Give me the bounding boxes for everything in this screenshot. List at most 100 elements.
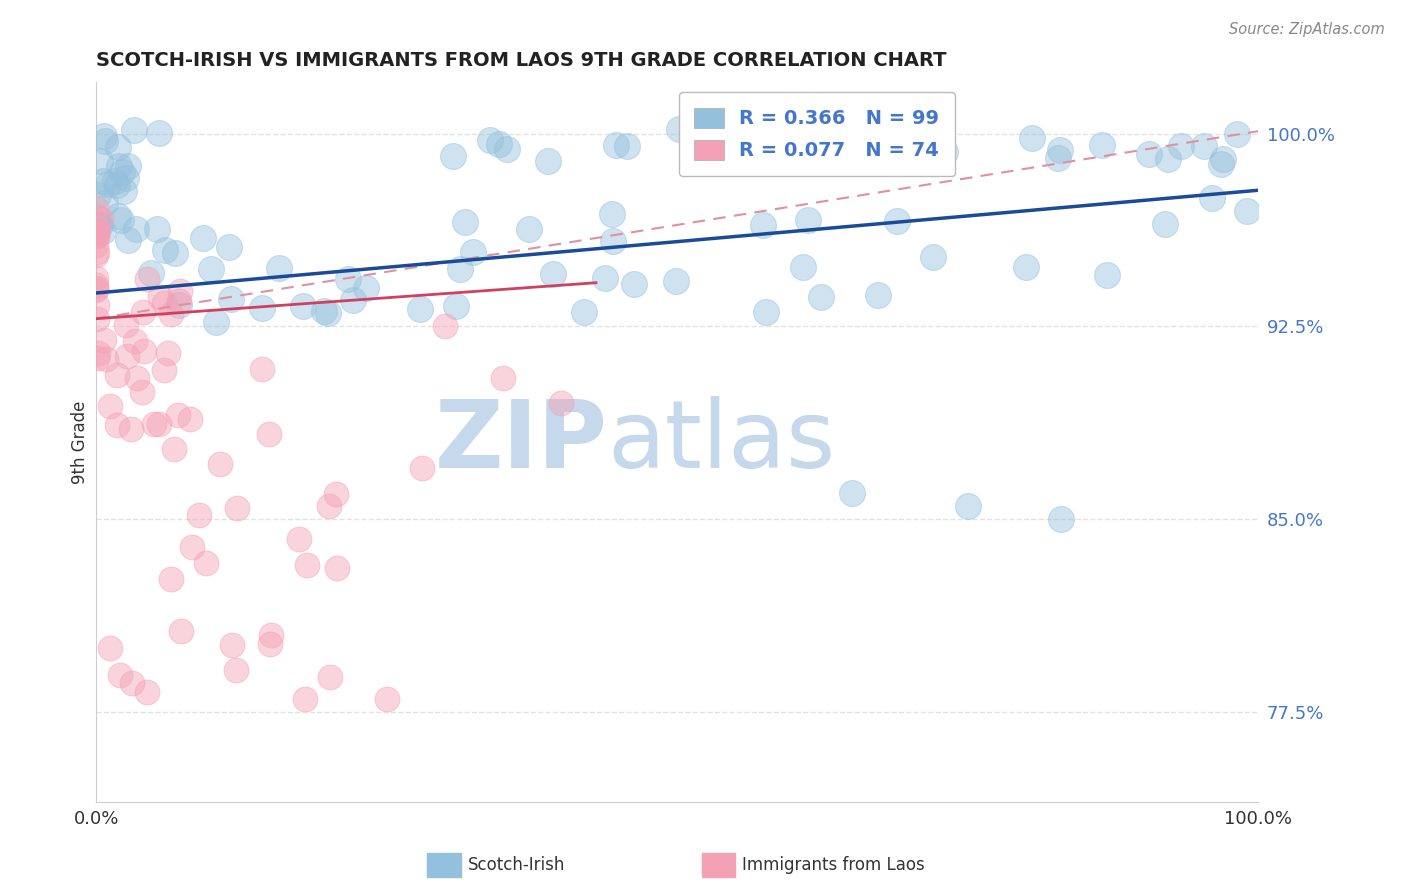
Point xyxy=(86,298,108,312)
Point xyxy=(153,363,176,377)
Point xyxy=(93,128,115,143)
Point xyxy=(294,691,316,706)
Point xyxy=(121,676,143,690)
Point xyxy=(890,132,912,146)
Text: SCOTCH-IRISH VS IMMIGRANTS FROM LAOS 9TH GRADE CORRELATION CHART: SCOTCH-IRISH VS IMMIGRANTS FROM LAOS 9TH… xyxy=(96,51,946,70)
Point xyxy=(86,224,108,238)
Point xyxy=(922,250,945,264)
Point xyxy=(110,213,132,227)
Point xyxy=(187,508,209,522)
Point xyxy=(1137,147,1160,161)
Point xyxy=(444,299,467,313)
Point xyxy=(125,371,148,385)
Point xyxy=(110,165,132,179)
Point xyxy=(86,210,108,224)
Point xyxy=(117,349,139,363)
Point xyxy=(97,178,120,192)
Point xyxy=(868,288,890,302)
Point xyxy=(755,305,778,319)
Point xyxy=(623,277,645,291)
Point xyxy=(115,318,138,333)
Point xyxy=(181,540,204,554)
Point xyxy=(925,148,948,162)
Point xyxy=(125,221,148,235)
Point xyxy=(86,228,108,243)
Point xyxy=(87,218,110,232)
Point xyxy=(160,572,183,586)
Text: atlas: atlas xyxy=(607,396,835,488)
Text: Source: ZipAtlas.com: Source: ZipAtlas.com xyxy=(1229,22,1385,37)
Point xyxy=(1047,151,1070,165)
Point xyxy=(132,344,155,359)
Point xyxy=(84,270,107,285)
Point xyxy=(159,307,181,321)
Point xyxy=(841,486,863,500)
Point xyxy=(107,209,129,223)
Point xyxy=(142,417,165,432)
Text: Immigrants from Laos: Immigrants from Laos xyxy=(742,856,925,874)
Point xyxy=(832,136,855,150)
Point xyxy=(602,207,624,221)
Point xyxy=(86,311,108,326)
Point xyxy=(797,213,820,227)
Point xyxy=(219,292,242,306)
Point xyxy=(1209,156,1232,170)
Point xyxy=(148,126,170,140)
Point xyxy=(354,281,377,295)
Point xyxy=(478,133,501,147)
Point xyxy=(550,396,572,410)
Point xyxy=(131,385,153,400)
Point xyxy=(91,224,114,238)
Point xyxy=(252,361,274,376)
Point xyxy=(758,133,780,147)
Point xyxy=(139,266,162,280)
Point xyxy=(86,227,108,242)
Point xyxy=(1154,217,1177,231)
Point xyxy=(409,302,432,317)
Point xyxy=(205,315,228,329)
Point xyxy=(1050,512,1073,526)
Point xyxy=(221,638,243,652)
Point xyxy=(132,304,155,318)
Point xyxy=(86,225,108,239)
Text: ZIP: ZIP xyxy=(434,396,607,488)
Point xyxy=(449,262,471,277)
Point xyxy=(342,293,364,307)
Point xyxy=(536,153,558,168)
Point xyxy=(1201,191,1223,205)
Point xyxy=(1091,137,1114,152)
Point xyxy=(1212,153,1234,167)
Point xyxy=(312,304,335,318)
Point xyxy=(117,233,139,247)
Point xyxy=(114,171,136,186)
Point xyxy=(87,346,110,360)
Point xyxy=(1156,152,1178,166)
Point xyxy=(195,556,218,570)
Point xyxy=(105,368,128,383)
Point xyxy=(107,159,129,173)
Point xyxy=(337,272,360,286)
Point xyxy=(94,134,117,148)
Point xyxy=(928,121,950,136)
Point xyxy=(93,334,115,348)
Point xyxy=(107,140,129,154)
Point xyxy=(752,218,775,232)
Point xyxy=(200,262,222,277)
Point xyxy=(269,260,291,275)
Point xyxy=(89,154,111,169)
Point xyxy=(145,221,167,235)
Point xyxy=(725,129,748,144)
Point xyxy=(167,293,190,308)
Point xyxy=(886,213,908,227)
Point xyxy=(105,417,128,432)
Point xyxy=(84,278,107,293)
Point xyxy=(157,346,180,360)
Point xyxy=(84,281,107,295)
Point xyxy=(117,159,139,173)
Point xyxy=(318,499,340,513)
Point xyxy=(86,188,108,202)
Point xyxy=(94,352,117,367)
Point xyxy=(98,640,121,655)
Point xyxy=(86,238,108,252)
Point xyxy=(90,211,112,226)
